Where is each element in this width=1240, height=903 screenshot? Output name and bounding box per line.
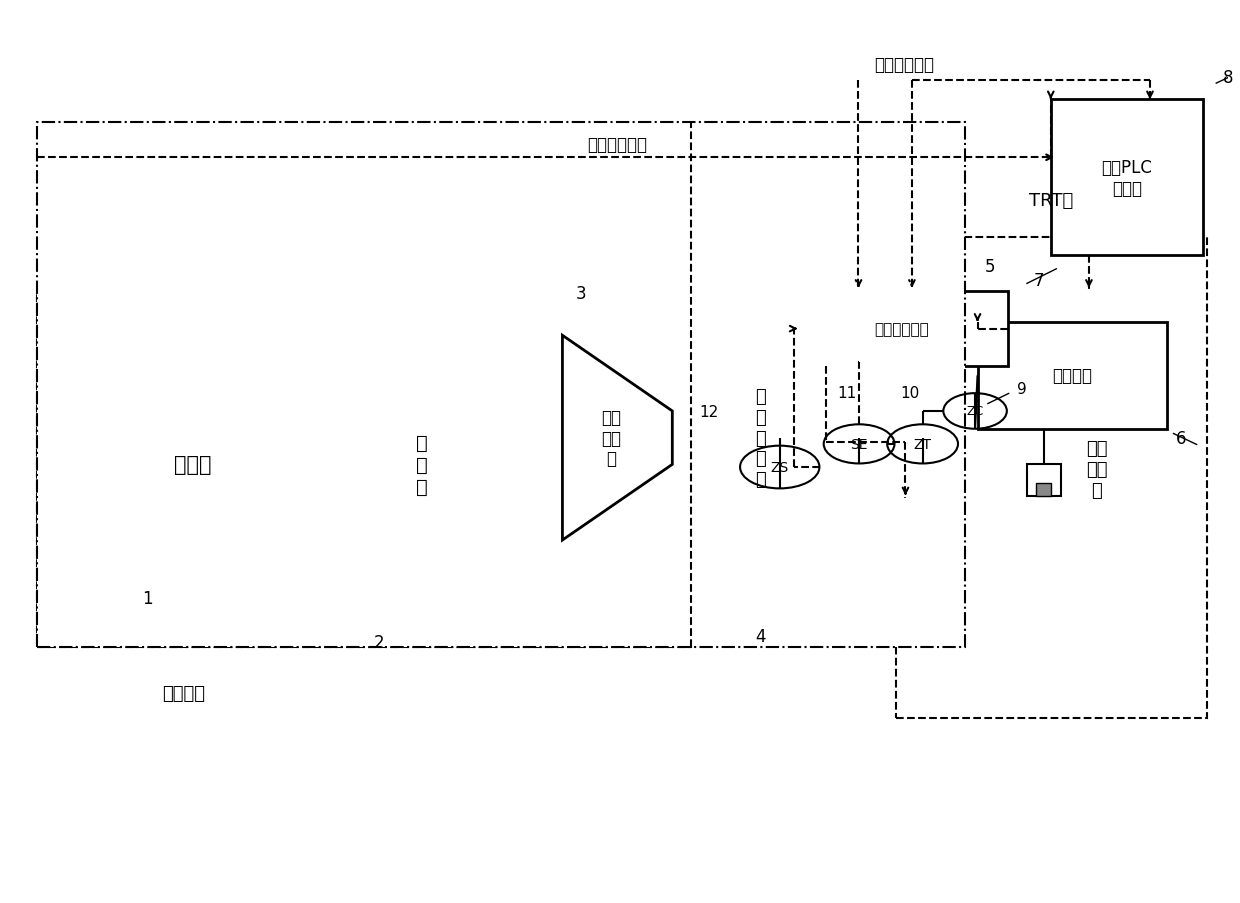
FancyBboxPatch shape [1050,100,1203,256]
Text: 7: 7 [1033,272,1044,290]
FancyBboxPatch shape [682,389,709,487]
FancyBboxPatch shape [812,389,839,487]
FancyBboxPatch shape [37,292,691,647]
FancyBboxPatch shape [491,420,506,457]
FancyBboxPatch shape [684,420,699,457]
FancyBboxPatch shape [64,410,98,444]
FancyBboxPatch shape [892,380,919,496]
Text: 机组PLC
控制器: 机组PLC 控制器 [1101,159,1152,198]
FancyBboxPatch shape [389,594,455,643]
Text: ZT: ZT [914,437,931,452]
FancyBboxPatch shape [795,292,1008,367]
FancyBboxPatch shape [37,123,965,647]
Text: 2: 2 [374,634,384,652]
Text: TRT侧: TRT侧 [1029,191,1074,209]
Text: 11: 11 [837,386,857,400]
FancyBboxPatch shape [389,287,455,336]
Text: 10: 10 [900,386,920,400]
FancyBboxPatch shape [306,420,321,457]
FancyBboxPatch shape [508,420,523,457]
Text: 鼓风机侧: 鼓风机侧 [162,684,206,703]
Text: 6: 6 [1177,429,1187,447]
Text: ZS: ZS [770,461,789,474]
Text: 变
速
离
合
器: 变 速 离 合 器 [755,387,766,489]
Text: 5: 5 [985,257,994,275]
FancyBboxPatch shape [895,238,1207,718]
FancyBboxPatch shape [367,336,477,594]
Text: 透平
膨胀
机: 透平 膨胀 机 [1086,440,1107,499]
FancyBboxPatch shape [977,322,1167,429]
Text: 12: 12 [699,405,718,420]
Text: SE: SE [851,437,868,452]
Text: 9: 9 [1017,382,1027,396]
Text: 8: 8 [1223,69,1233,87]
FancyBboxPatch shape [1027,465,1061,496]
Text: ZC: ZC [966,405,983,418]
Text: 变
速
箱: 变 速 箱 [417,433,428,497]
Text: 高炉炉顶压力: 高炉炉顶压力 [874,56,934,74]
Text: 1: 1 [143,590,153,607]
FancyBboxPatch shape [324,420,337,457]
Text: 轴流
压缩
机: 轴流 压缩 机 [601,408,621,468]
FancyBboxPatch shape [702,420,717,457]
Text: 3: 3 [575,284,587,303]
FancyBboxPatch shape [98,363,288,567]
Text: 脱扣控制装置: 脱扣控制装置 [874,321,929,337]
FancyBboxPatch shape [709,274,812,602]
Text: 电机电流功率: 电机电流功率 [588,135,647,154]
FancyBboxPatch shape [1037,483,1052,496]
Text: 4: 4 [755,628,766,646]
FancyBboxPatch shape [977,292,1192,647]
Text: 电动机: 电动机 [175,455,212,475]
FancyBboxPatch shape [64,488,98,522]
Text: 液压装置: 液压装置 [1053,367,1092,385]
